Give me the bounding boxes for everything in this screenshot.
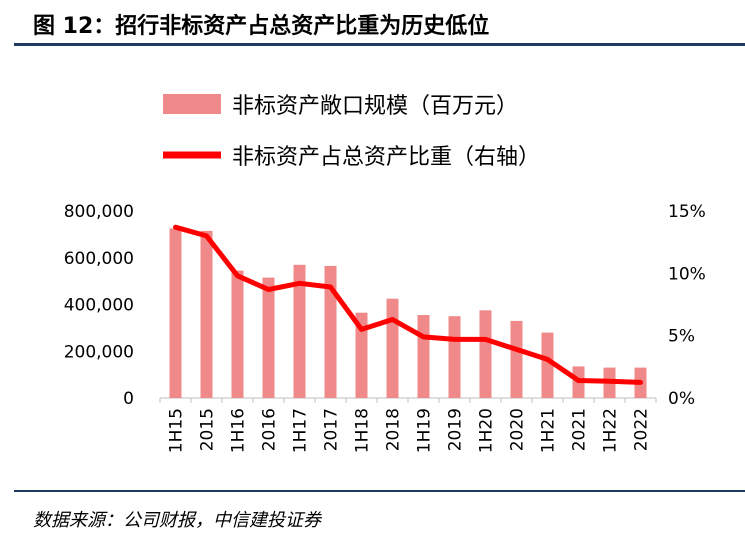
left-tick-label: 400,000	[64, 296, 134, 316]
chart: 非标资产敞口规模（百万元） 非标资产占总资产比重（右轴） 1H15 2015 1H1…	[64, 94, 706, 453]
x-tick-marks	[159, 398, 657, 403]
left-tick-label: 0	[123, 389, 134, 409]
x-tick-label: 1H22	[601, 408, 621, 453]
x-tick-label: 2018	[384, 408, 404, 451]
x-tick-label: 1H19	[415, 408, 435, 453]
right-tick-label: 0%	[668, 389, 695, 409]
right-tick-label: 10%	[668, 264, 706, 284]
x-tick-labels: 1H15 2015 1H16 2016 1H17 2017 1H18 2018 1H19 2019…	[167, 408, 652, 453]
x-tick-label: 1H17	[291, 408, 311, 453]
bar-1H17	[293, 264, 306, 398]
x-tick-label: 1H15	[167, 408, 187, 453]
ratio-line	[173, 224, 643, 385]
bar-2018	[386, 298, 399, 398]
x-tick-label: 1H20	[477, 408, 497, 453]
top-divider	[14, 43, 745, 46]
x-tick-label: 2017	[322, 408, 342, 451]
bar-1H21	[541, 332, 554, 398]
bar-2020	[510, 320, 523, 398]
bar-1H20	[479, 310, 492, 398]
legend-line-label: 非标资产占总资产比重（右轴）	[232, 145, 540, 170]
bar-2015	[200, 230, 213, 398]
bar-2019	[448, 316, 461, 398]
figure-title: 图 12：招行非标资产占总资产比重为历史低位	[33, 14, 490, 39]
right-tick-label: 5%	[668, 327, 695, 347]
left-tick-label: 800,000	[64, 202, 134, 222]
legend-bar-swatch	[163, 94, 221, 114]
bar-2017	[324, 265, 337, 398]
x-tick-label: 1H21	[539, 408, 559, 453]
x-tick-label: 2022	[632, 408, 652, 451]
bar-series	[169, 228, 647, 398]
x-tick-label: 2019	[446, 408, 466, 451]
x-tick-label: 2016	[260, 408, 280, 451]
right-tick-label: 15%	[668, 202, 706, 222]
source-note: 数据来源：公司财报，中信建投证券	[33, 510, 321, 531]
x-tick-label: 2021	[570, 408, 590, 451]
left-tick-label: 600,000	[64, 249, 134, 269]
x-tick-label: 1H18	[353, 408, 373, 453]
right-axis-labels: 0% 5% 10% 15%	[668, 202, 706, 409]
x-tick-label: 2015	[198, 408, 218, 451]
legend-bar-label: 非标资产敞口规模（百万元）	[232, 94, 518, 119]
bar-1H19	[417, 315, 430, 398]
bar-1H16	[231, 270, 244, 398]
left-tick-label: 200,000	[64, 342, 134, 362]
bottom-divider	[14, 490, 745, 492]
bar-1H18	[355, 312, 368, 398]
bar-1H15	[169, 228, 182, 398]
left-axis-labels: 0 200,000 400,000 600,000 800,000	[64, 202, 134, 409]
bar-2016	[262, 277, 275, 398]
x-tick-label: 1H16	[229, 408, 249, 453]
x-tick-label: 2020	[508, 408, 528, 451]
